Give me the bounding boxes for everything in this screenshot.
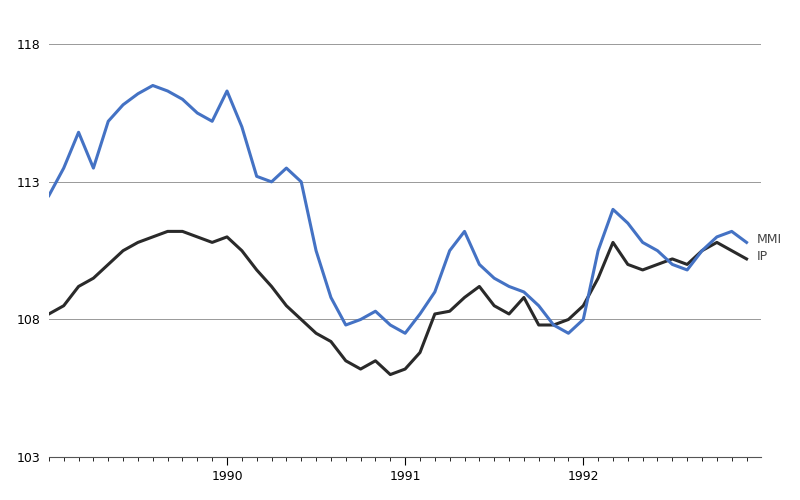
Text: MMI: MMI bbox=[756, 233, 782, 246]
Text: IP: IP bbox=[756, 250, 767, 262]
